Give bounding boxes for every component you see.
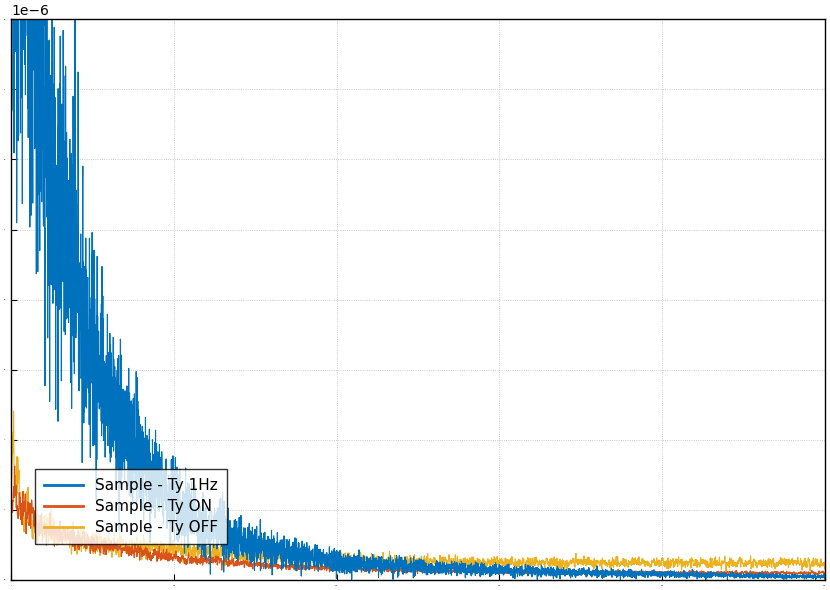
Sample - Ty ON: [675, 569, 685, 576]
Sample - Ty 1Hz: [535, 568, 545, 575]
Sample - Ty ON: [7, 528, 17, 535]
Sample - Ty ON: [317, 565, 327, 572]
Sample - Ty ON: [819, 572, 829, 579]
Sample - Ty OFF: [721, 568, 731, 575]
Sample - Ty 1Hz: [613, 572, 623, 579]
Sample - Ty ON: [10, 463, 20, 470]
Sample - Ty 1Hz: [819, 575, 829, 582]
Sample - Ty 1Hz: [675, 572, 685, 579]
Sample - Ty OFF: [613, 558, 623, 565]
Sample - Ty OFF: [675, 558, 685, 565]
Sample - Ty OFF: [7, 508, 17, 515]
Line: Sample - Ty 1Hz: Sample - Ty 1Hz: [12, 0, 824, 579]
Line: Sample - Ty OFF: Sample - Ty OFF: [12, 411, 824, 571]
Sample - Ty ON: [719, 572, 729, 579]
Sample - Ty OFF: [317, 552, 327, 559]
Sample - Ty 1Hz: [701, 576, 710, 583]
Sample - Ty ON: [494, 569, 504, 576]
Sample - Ty OFF: [535, 559, 545, 566]
Sample - Ty 1Hz: [154, 467, 164, 474]
Sample - Ty OFF: [8, 408, 18, 415]
Sample - Ty OFF: [154, 546, 164, 553]
Sample - Ty 1Hz: [494, 561, 504, 568]
Sample - Ty ON: [154, 543, 164, 550]
Sample - Ty OFF: [819, 565, 829, 572]
Legend: Sample - Ty 1Hz, Sample - Ty ON, Sample - Ty OFF: Sample - Ty 1Hz, Sample - Ty ON, Sample …: [35, 468, 227, 545]
Sample - Ty ON: [535, 568, 545, 575]
Sample - Ty 1Hz: [7, 74, 17, 81]
Sample - Ty 1Hz: [317, 553, 327, 560]
Sample - Ty OFF: [494, 562, 504, 569]
Line: Sample - Ty ON: Sample - Ty ON: [12, 466, 824, 576]
Sample - Ty ON: [613, 567, 623, 574]
